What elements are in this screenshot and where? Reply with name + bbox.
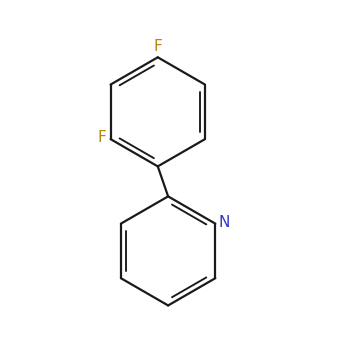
Text: F: F (153, 40, 162, 55)
Text: N: N (219, 215, 230, 230)
Text: F: F (97, 131, 106, 146)
